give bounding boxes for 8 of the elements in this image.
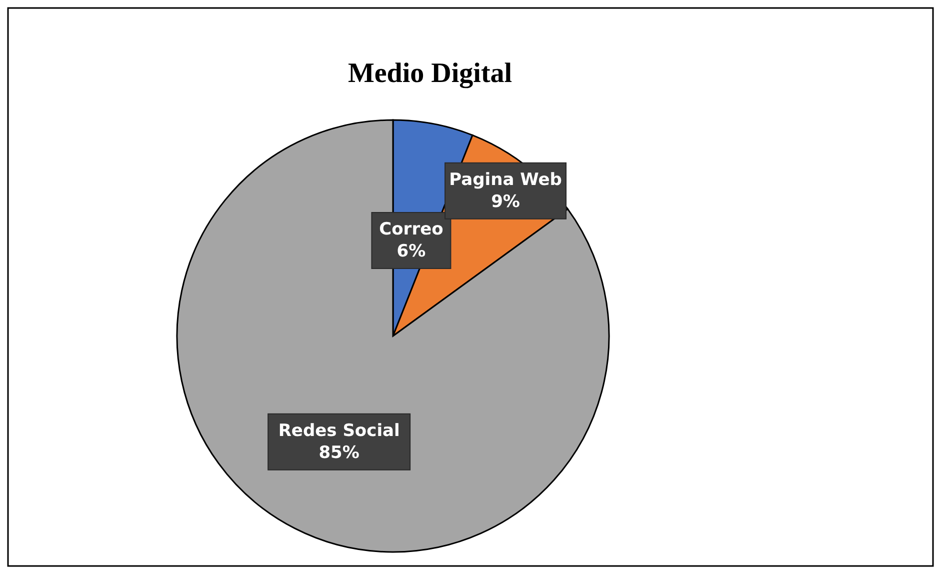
chart-title: Medio Digital bbox=[348, 58, 512, 89]
data-label: 85% bbox=[318, 442, 360, 463]
slice-label: Pagina Web bbox=[449, 170, 562, 190]
slice-label: Correo bbox=[379, 220, 444, 240]
pie-slice bbox=[176, 119, 610, 553]
data-label: 9% bbox=[491, 192, 520, 212]
slice-label: Redes Social bbox=[278, 420, 400, 441]
data-label: 6% bbox=[396, 242, 426, 262]
